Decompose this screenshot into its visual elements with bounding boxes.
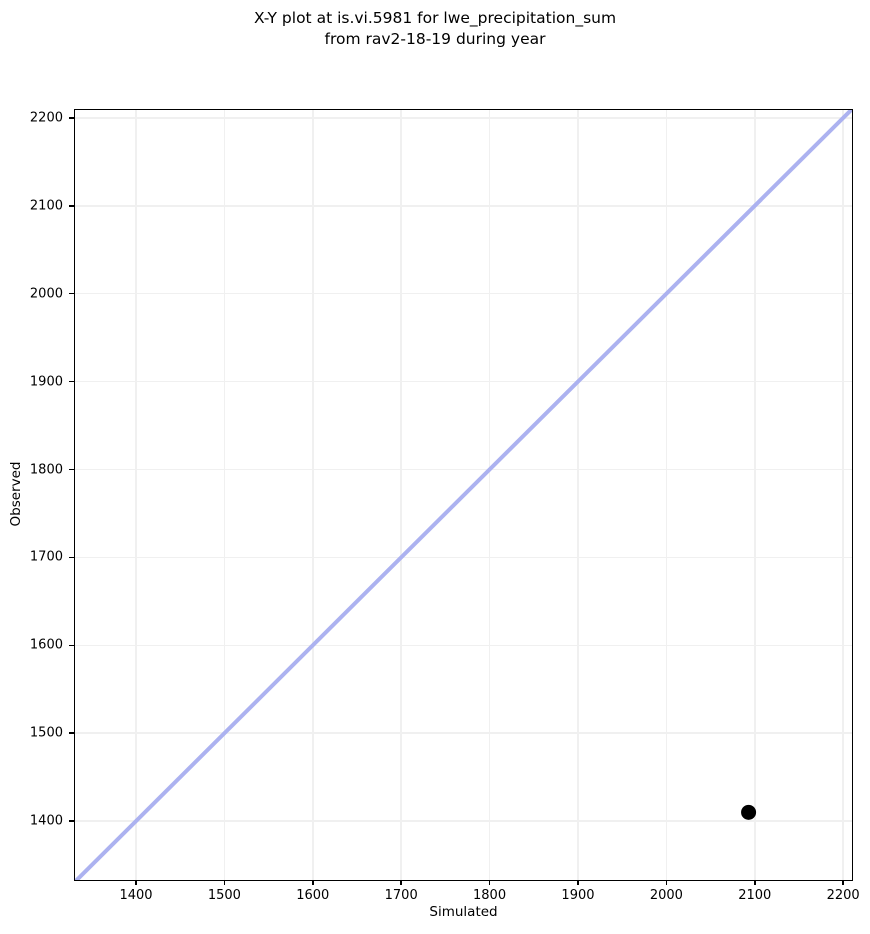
y-tick-mark (68, 556, 74, 559)
x-tick-label: 2100 (738, 888, 772, 903)
y-tick-mark (68, 468, 74, 471)
y-axis-label: Observed (8, 461, 24, 527)
y-gridline (75, 820, 852, 822)
x-tick-mark (488, 880, 491, 885)
x-tick-label: 2200 (826, 888, 860, 903)
y-tick-mark (68, 732, 74, 734)
x-tick-mark (842, 880, 844, 885)
x-tick-mark (312, 880, 314, 885)
x-tick-label: 1600 (296, 888, 330, 903)
x-gridline (842, 110, 844, 880)
y-tick-mark (68, 205, 74, 207)
x-gridline (400, 110, 402, 880)
figure-title-line2: from rav2-18-19 during year (324, 30, 546, 48)
chart-canvas (75, 110, 852, 880)
plot-area: 1400 1500 1600 1700 1800 1900 2000 2100 2200 1400… (30, 108, 860, 903)
x-gridline (577, 110, 579, 880)
x-tick-mark (223, 880, 226, 885)
x-tick-label: 1700 (384, 888, 418, 903)
x-gridline (754, 110, 756, 880)
x-gridline (312, 110, 314, 880)
y-tick-label: 1600 (29, 637, 63, 653)
y-tick-label: 2000 (29, 286, 63, 302)
x-gridline (665, 110, 668, 880)
y-gridline (75, 468, 852, 471)
x-tick-label: 1900 (561, 888, 595, 903)
y-tick-mark (68, 292, 74, 295)
y-tick-label: 1400 (29, 813, 63, 829)
x-tick-label: 1500 (207, 888, 241, 903)
y-tick-label: 1700 (29, 549, 63, 565)
x-tick-mark (135, 880, 137, 885)
x-tick-mark (577, 880, 579, 885)
x-tick-mark (665, 880, 668, 885)
y-gridline (75, 556, 852, 559)
y-tick-mark (68, 820, 74, 822)
y-gridline (75, 117, 852, 119)
y-tick-mark (68, 380, 74, 383)
y-gridline (75, 205, 852, 207)
y-gridline (75, 732, 852, 734)
x-tick-label: 1400 (119, 888, 153, 903)
y-tick-label: 1900 (29, 374, 63, 390)
y-tick-label: 2200 (29, 110, 63, 126)
x-tick-label: 1800 (473, 888, 507, 903)
y-tick-mark (68, 117, 74, 119)
y-gridline (75, 380, 852, 383)
observation-point (741, 804, 757, 820)
y-tick-label: 2100 (29, 198, 63, 214)
x-gridline (135, 110, 137, 880)
x-gridline (223, 110, 226, 880)
y-tick-label: 1800 (29, 462, 63, 477)
figure-title-line1: X-Y plot at is.vi.5981 for lwe_precipita… (253, 9, 617, 27)
identity-line (75, 110, 852, 880)
x-tick-mark (400, 880, 402, 885)
figure-title: X-Y plot at is.vi.5981 for lwe_precipita… (0, 8, 870, 50)
x-tick-label: 2000 (649, 888, 683, 903)
x-axis-label: Simulated (429, 904, 498, 920)
y-tick-mark (68, 644, 74, 647)
x-gridline (488, 110, 491, 880)
y-gridline (75, 292, 852, 295)
x-tick-mark (754, 880, 756, 885)
y-tick-label: 1500 (29, 725, 63, 741)
y-gridline (75, 644, 852, 647)
